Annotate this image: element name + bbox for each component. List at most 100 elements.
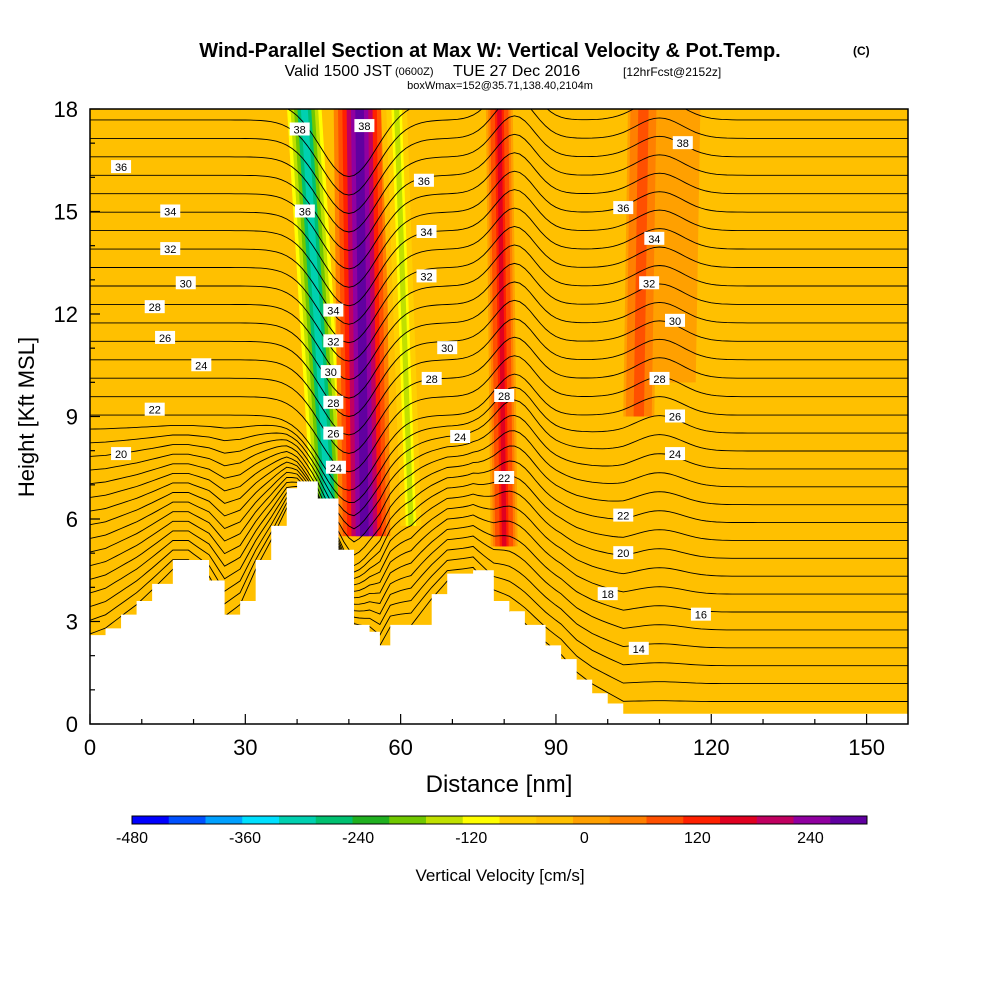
theta-label-box [111,160,132,174]
theta-label-text: 24 [195,360,207,372]
theta-contour-line [90,226,908,344]
x-tick-label: 90 [544,735,568,760]
theta-label-text: 26 [327,429,339,441]
theta-label-box [144,402,165,416]
x-tick-label: 60 [388,735,412,760]
colorbar-tick-label: -240 [342,830,374,847]
theta-label-text: 34 [164,207,176,219]
theta-label-18: 18 [597,587,618,601]
y-tick-label: 15 [54,200,78,225]
y-tick-label: 0 [66,712,78,737]
theta-contour-line [90,485,908,631]
colorbar-swatch [205,816,243,824]
theta-label-box [639,276,660,290]
theta-contour-line [90,152,908,270]
theta-contour-line [90,456,908,567]
x-tick-label: 120 [693,735,730,760]
theta-label-box [613,508,634,522]
theta-label-box [665,409,686,423]
theta-label-box [144,300,165,314]
theta-label-box [437,341,458,355]
theta-label-box [613,201,634,215]
colorbar-swatch [683,816,721,824]
theta-label-box [323,334,344,348]
theta-label-26: 26 [665,409,686,424]
theta-label-28: 28 [649,371,670,386]
colorbar-swatch [279,816,317,824]
theta-label-box [294,204,315,218]
colorbar-swatch [389,816,427,824]
theta-contour-line [90,373,908,491]
subtitle-zulu: (0600Z) [395,66,434,78]
theta-contour-line [90,471,908,586]
theta-label-text: 28 [149,302,161,314]
y-tick-label: 3 [66,610,78,635]
y-tick-label: 6 [66,507,78,532]
theta-label-box [323,426,344,440]
theta-label-14: 14 [628,641,649,656]
theta-label-text: 22 [149,405,161,417]
colorbar: -480 -360 -240 -120 0 120 240 [116,815,868,847]
theta-contour-line [90,481,908,613]
theta-label-text: 22 [498,473,510,485]
theta-contour-labels: 38 38 36 36 36 34 34 32 32 30 30 28 26 24 22 20 34 32 30 28… [111,119,711,656]
theta-label-box [413,173,434,187]
theta-contour-line [90,262,908,381]
colorbar-swatch [720,816,758,824]
copyright-mark: (C) [853,44,870,58]
subtitle-forecast: [12hrFcst@2152z] [623,65,721,79]
theta-label-box [665,447,686,461]
theta-contour-line [90,170,908,288]
theta-label-box [450,430,471,443]
theta-contour-line [90,493,908,667]
theta-label-20: 20 [613,546,634,560]
theta-label-text: 36 [115,162,127,174]
theta-label-box [494,389,515,402]
x-tick-label: 150 [848,735,885,760]
theta-contour-line [90,414,908,530]
theta-label-box [111,447,132,461]
theta-label-36: 36 [413,173,434,188]
theta-label-box [155,330,176,344]
theta-label-22: 22 [144,402,165,417]
colorbar-tick-label: -360 [229,830,261,847]
theta-label-box [160,204,181,218]
x-axis-label: Distance [nm] [426,771,573,798]
colorbar-swatch [315,816,353,824]
theta-contour-line [90,476,908,595]
theta-contour-line [90,355,908,473]
theta-label-text: 34 [648,234,660,246]
theta-contour-line [90,430,908,543]
theta-label-30: 30 [665,313,686,328]
theta-label-text: 34 [327,306,339,318]
x-tick-label: 30 [233,735,257,760]
theta-label-34: 34 [416,225,437,239]
theta-label-24: 24 [450,430,471,444]
theta-label-text: 26 [669,412,681,424]
theta-label-box [690,607,711,621]
theta-contour-line [90,109,908,196]
velocity-band-4-level-5 [636,109,647,417]
colorbar-swatch [536,816,574,824]
colorbar-swatch [168,816,206,824]
theta-label-text: 24 [454,432,466,444]
colorbar-tick-label: 0 [580,830,589,847]
theta-label-box [416,225,437,238]
theta-label-text: 28 [498,391,510,403]
subtitle-valid: Valid 1500 JST [285,63,393,80]
theta-label-box [323,303,344,317]
theta-label-22: 22 [494,471,515,485]
theta-label-box [665,313,686,327]
theta-label-32: 32 [323,334,344,348]
theta-label-34: 34 [160,204,181,219]
theta-contour-line [90,133,908,251]
theta-label-text: 22 [617,511,629,523]
theta-label-text: 30 [180,278,192,290]
x-axis: 0 30 60 90 120 150 [84,714,885,760]
theta-label-26: 26 [155,330,176,345]
theta-label-box [320,365,341,379]
theta-contour-line [90,498,908,685]
colorbar-swatch [132,816,170,824]
theta-label-text: 36 [299,207,311,219]
